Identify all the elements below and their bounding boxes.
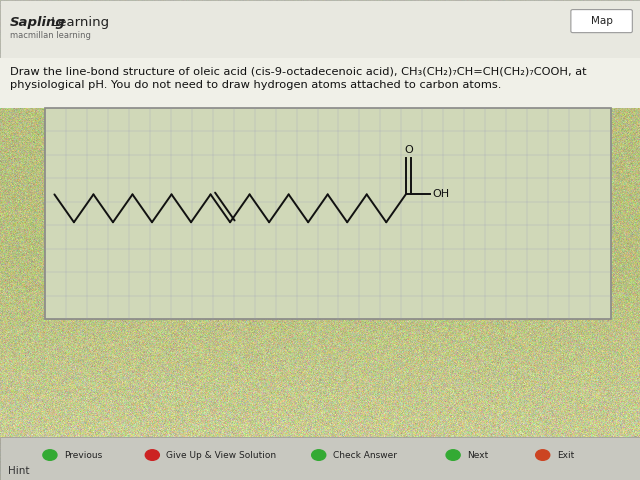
- Text: Sapling: Sapling: [10, 15, 65, 29]
- Circle shape: [145, 450, 159, 460]
- Text: Give Up & View Solution: Give Up & View Solution: [166, 451, 276, 459]
- Text: Exit: Exit: [557, 451, 574, 459]
- Circle shape: [536, 450, 550, 460]
- Text: Hint: Hint: [8, 467, 29, 476]
- Bar: [0, 0, 640, 58]
- Text: Check Answer: Check Answer: [333, 451, 397, 459]
- FancyBboxPatch shape: [571, 10, 632, 33]
- Bar: [45, 108, 611, 319]
- Circle shape: [312, 450, 326, 460]
- Text: Learning: Learning: [47, 15, 109, 29]
- Text: OH: OH: [432, 190, 449, 199]
- Text: Draw the line-bond structure of oleic acid (cis-9-octadecenoic acid), CH₃(CH₂)₇C: Draw the line-bond structure of oleic ac…: [10, 66, 586, 76]
- Text: Map: Map: [591, 16, 612, 26]
- Circle shape: [446, 450, 460, 460]
- Bar: [0, 58, 640, 108]
- Circle shape: [43, 450, 57, 460]
- Text: macmillan learning: macmillan learning: [10, 32, 90, 40]
- Bar: [0, 437, 640, 480]
- Text: physiological pH. You do not need to draw hydrogen atoms attached to carbon atom: physiological pH. You do not need to dra…: [10, 80, 501, 90]
- Text: O: O: [404, 144, 413, 155]
- Text: Next: Next: [467, 451, 488, 459]
- Text: Previous: Previous: [64, 451, 102, 459]
